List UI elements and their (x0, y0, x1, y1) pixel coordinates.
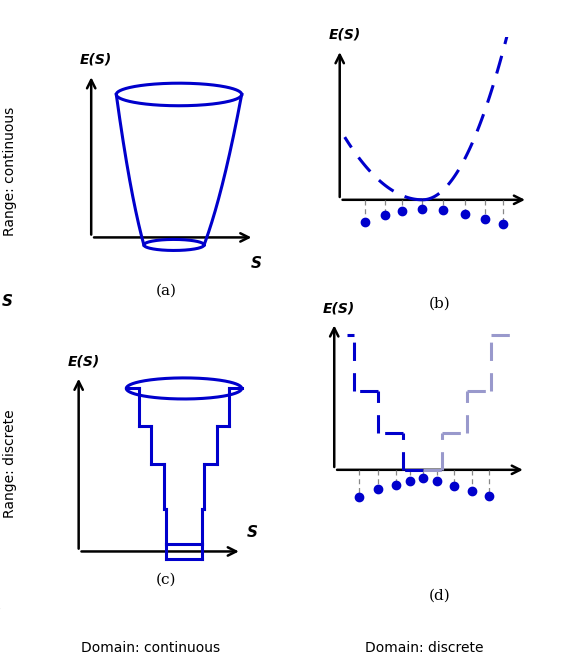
Text: Range: continuous: Range: continuous (3, 107, 17, 236)
Text: (c): (c) (156, 573, 177, 587)
Text: (d): (d) (429, 589, 451, 603)
Text: (b): (b) (429, 296, 451, 310)
Text: E(S): E(S) (323, 301, 355, 315)
Text: S: S (2, 294, 13, 309)
Text: (a): (a) (156, 284, 177, 298)
Text: E(S): E(S) (68, 354, 100, 368)
Text: Domain: continuous: Domain: continuous (82, 641, 221, 655)
Text: Domain: discrete: Domain: discrete (365, 641, 484, 655)
Text: E(S): E(S) (329, 28, 361, 42)
Text: E(S): E(S) (80, 53, 112, 67)
Text: S: S (0, 608, 1, 623)
Text: S: S (247, 525, 258, 540)
Text: S: S (251, 256, 262, 271)
Text: Range: discrete: Range: discrete (3, 409, 17, 518)
